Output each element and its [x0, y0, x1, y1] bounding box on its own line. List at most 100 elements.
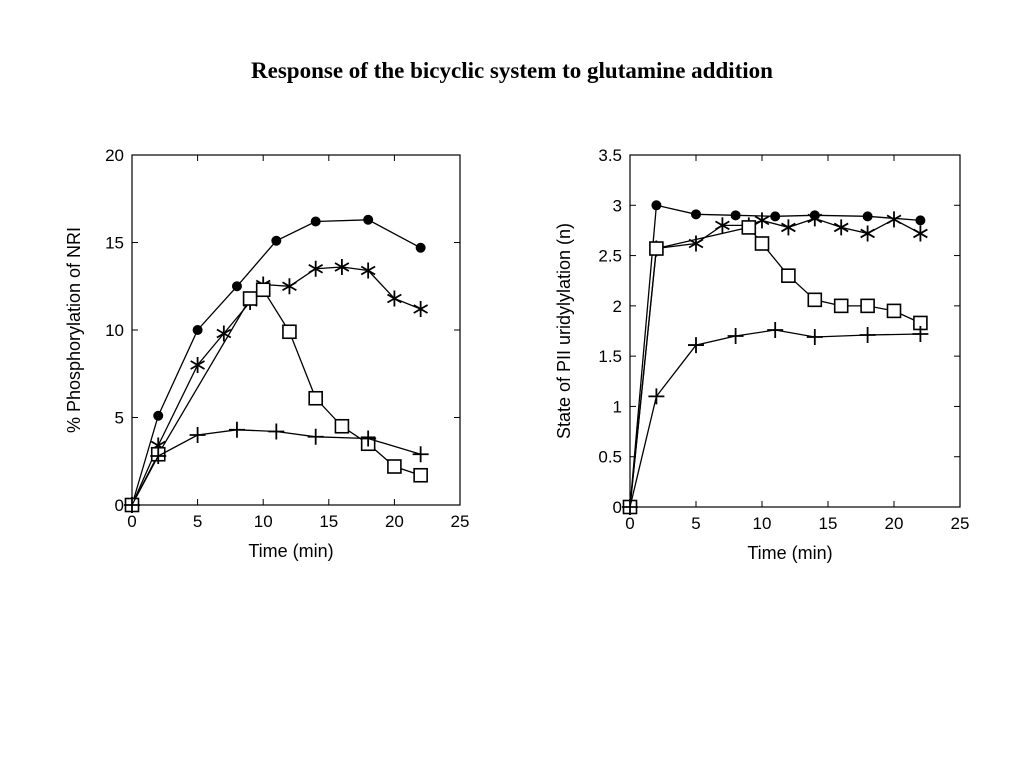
nri-phosphorylation-chart: 0 5 10 15 20 25 0 5 10 15 20 Time (min) % Phosphoryl… [64, 146, 470, 561]
x-tick-label: 20 [385, 512, 404, 531]
plus-marker [228, 421, 245, 438]
circle-marker [192, 325, 203, 335]
plus-marker [268, 423, 285, 440]
circle-marker [310, 216, 321, 227]
circle-marker [770, 211, 781, 222]
square-marker [833, 298, 849, 314]
plus-marker [806, 329, 823, 346]
y-tick-label: 2.5 [598, 247, 622, 266]
plus-marker [648, 388, 665, 405]
square-marker [255, 282, 271, 298]
circle-marker [153, 410, 164, 421]
plus-marker [912, 326, 929, 343]
x-tick-label: 15 [819, 514, 838, 533]
square-series-line [131, 288, 421, 506]
y-tick-label: 2 [613, 297, 622, 316]
circle-marker [271, 235, 282, 246]
square-marker [334, 418, 350, 434]
asterisk-marker [334, 259, 350, 275]
x-axis-label: Time (min) [248, 541, 333, 561]
square-marker [860, 298, 875, 314]
asterisk-series-line [629, 217, 921, 508]
slide-title: Response of the bicyclic system to gluta… [251, 58, 773, 83]
asterisk-marker [754, 212, 770, 229]
plus-marker [727, 328, 744, 345]
square-series [124, 282, 428, 513]
y-tick-label: 10 [105, 321, 124, 340]
x-tick-label: 0 [127, 512, 136, 531]
x-tick-label: 5 [193, 512, 202, 531]
plus-marker [124, 497, 140, 513]
plus-series [622, 321, 929, 515]
asterisk-series [124, 259, 429, 513]
y-tick-label: 3.5 [598, 146, 622, 165]
square-series [622, 220, 928, 515]
square-marker [741, 220, 757, 235]
x-tick-label: 15 [319, 512, 338, 531]
asterisk-marker [190, 357, 205, 373]
asterisk-marker [308, 260, 324, 277]
y-tick-label: 1 [613, 397, 622, 416]
x-tick-label: 0 [625, 514, 634, 533]
plus-marker [360, 430, 377, 447]
x-axis-label: Time (min) [747, 543, 832, 563]
square-marker [649, 241, 664, 256]
y-axis-label: % Phosphorylation of NRI [64, 227, 84, 433]
plus-marker [767, 321, 784, 338]
x-tick-label: 5 [691, 514, 700, 533]
circle-marker [915, 215, 926, 226]
square-marker [308, 390, 323, 406]
plus-series-line [629, 329, 921, 508]
asterisk-marker [913, 225, 928, 242]
circle-marker [363, 214, 374, 225]
x-tick-label: 10 [753, 514, 772, 533]
circle-marker [651, 200, 662, 211]
plus-marker [622, 499, 638, 515]
plus-series-line [131, 429, 421, 506]
square-marker [807, 292, 823, 308]
circle-marker [415, 242, 426, 253]
square-marker [413, 467, 428, 483]
plus-marker [859, 327, 876, 344]
y-tick-label: 1.5 [598, 347, 622, 366]
y-tick-label: 15 [105, 234, 124, 253]
x-tick-label: 10 [254, 512, 273, 531]
circle-marker [691, 209, 701, 220]
asterisk-marker [413, 301, 429, 317]
circle-marker [730, 210, 741, 221]
asterisk-marker [860, 225, 875, 242]
circle-marker [862, 211, 873, 222]
asterisk-marker [833, 219, 849, 236]
square-marker [886, 303, 902, 319]
square-marker [387, 459, 402, 474]
pii-uridylylation-chart: 0 5 10 15 20 25 0 0.5 1 1.5 2 2.5 3 3.5 Time (min) Stat… [554, 146, 969, 563]
plus-marker [150, 448, 167, 464]
plus-marker [189, 427, 206, 443]
asterisk-series-line [131, 266, 421, 506]
y-tick-label: 3 [613, 196, 622, 215]
asterisk-marker [886, 211, 902, 228]
plus-marker [307, 428, 324, 445]
circle-series-line [131, 219, 421, 506]
y-tick-label: 20 [105, 146, 124, 165]
y-axis-label: State of PII uridylylation (n) [554, 223, 574, 439]
asterisk-marker [282, 278, 297, 295]
square-marker [781, 268, 796, 283]
x-tick-label: 25 [451, 512, 470, 531]
square-series-line [629, 226, 921, 508]
asterisk-marker [781, 219, 796, 236]
plus-marker [412, 446, 429, 463]
plus-series [124, 421, 429, 513]
asterisk-series [622, 210, 928, 515]
square-marker [242, 291, 258, 306]
x-tick-label: 20 [885, 514, 904, 533]
y-tick-label: 5 [115, 409, 124, 428]
y-tick-label: 0.5 [598, 448, 622, 467]
asterisk-marker [360, 262, 376, 279]
square-marker [282, 324, 297, 340]
asterisk-marker [387, 290, 402, 307]
plot-frame [629, 154, 961, 508]
asterisk-marker [807, 210, 823, 227]
plus-marker [688, 337, 704, 354]
square-marker [754, 236, 770, 251]
